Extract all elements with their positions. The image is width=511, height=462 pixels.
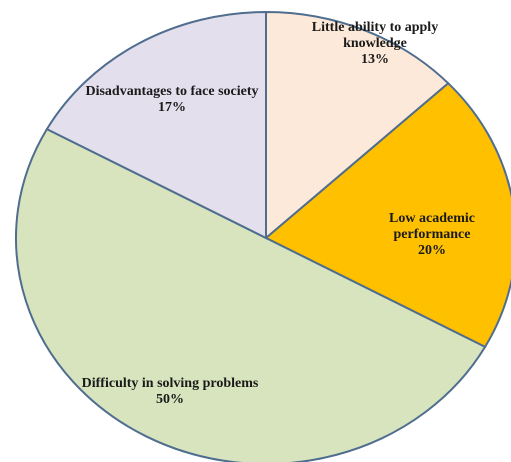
pie-slice	[265, 10, 450, 241]
value-label: 13%	[361, 52, 389, 67]
category-label: Low academic performance	[389, 211, 475, 242]
pie-slice	[15, 127, 487, 462]
value-label: 17%	[158, 100, 186, 115]
value-label: 50%	[156, 392, 184, 407]
category-label: Difficulty in solving problems	[81, 376, 259, 391]
slice-label: Disadvantages to face society 17%	[67, 84, 277, 116]
category-label: Little ability to apply knowledge	[311, 20, 439, 51]
pie-slice	[264, 81, 511, 349]
category-label: Disadvantages to face society	[85, 84, 259, 99]
slice-label: Difficulty in solving problems 50%	[70, 376, 270, 408]
value-label: 20%	[418, 243, 446, 258]
slice-label: Low academic performance 20%	[367, 211, 497, 259]
pie-slice	[45, 10, 267, 240]
slice-label: Little ability to apply knowledge 13%	[280, 20, 470, 68]
